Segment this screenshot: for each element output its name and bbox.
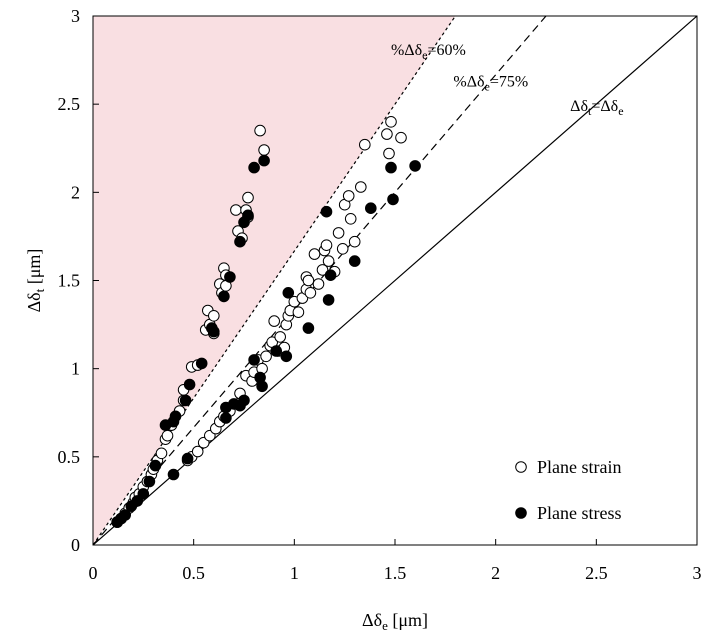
plane-strain-point-14 bbox=[162, 430, 173, 441]
plane-strain-point-35 bbox=[243, 192, 254, 203]
plane-strain-point-82 bbox=[343, 191, 354, 202]
plane-stress-point-16 bbox=[219, 291, 230, 302]
plane-stress-point-43 bbox=[388, 194, 399, 205]
plane-stress-point-36 bbox=[303, 323, 314, 334]
plane-strain-point-72 bbox=[309, 249, 320, 260]
reference-line-label-2: Δδt=Δδe bbox=[570, 98, 623, 118]
plane-stress-point-33 bbox=[271, 346, 282, 357]
plane-strain-point-90 bbox=[396, 132, 407, 143]
plane-strain-point-70 bbox=[303, 275, 314, 286]
plane-stress-point-30 bbox=[249, 355, 260, 366]
plane-stress-point-7 bbox=[150, 460, 161, 471]
plane-strain-point-76 bbox=[321, 240, 332, 251]
plane-stress-point-35 bbox=[283, 288, 294, 299]
x-tick-label-2: 1 bbox=[290, 563, 299, 583]
y-axis-title: Δδt [μm] bbox=[24, 249, 47, 313]
legend-label-1: Plane stress bbox=[537, 503, 622, 523]
plane-strain-point-80 bbox=[337, 244, 348, 255]
plane-stress-point-6 bbox=[144, 476, 155, 487]
plane-strain-point-25 bbox=[209, 311, 220, 322]
x-axis: 0 0.5 1 1.5 2 2.5 3 bbox=[89, 539, 702, 583]
plane-strain-point-86 bbox=[360, 139, 371, 150]
plane-stress-point-24 bbox=[182, 453, 193, 464]
y-tick-label-5: 2.5 bbox=[58, 94, 81, 114]
y-tick-label-4: 2 bbox=[71, 182, 80, 202]
plane-strain-point-83 bbox=[345, 214, 356, 225]
plane-stress-point-34 bbox=[281, 351, 292, 362]
plane-stress-point-37 bbox=[321, 206, 332, 217]
plane-stress-point-15 bbox=[209, 326, 220, 337]
legend-marker-1 bbox=[516, 508, 527, 519]
plane-stress-point-5 bbox=[138, 489, 149, 500]
x-tick-label-4: 2 bbox=[491, 563, 500, 583]
plane-stress-point-21 bbox=[249, 162, 260, 173]
line-annotations: %Δδe=60% %Δδe=75% Δδt=Δδe bbox=[391, 42, 624, 118]
plane-strain-point-12 bbox=[156, 448, 167, 459]
plane-strain-point-87 bbox=[382, 129, 393, 140]
y-tick-label-6: 3 bbox=[71, 6, 80, 26]
plane-strain-point-31 bbox=[231, 205, 242, 216]
plane-strain-point-71 bbox=[305, 288, 316, 299]
plane-strain-point-85 bbox=[356, 182, 367, 193]
y-tick-label-3: 1.5 bbox=[58, 271, 81, 291]
x-axis-title: Δδe [μm] bbox=[362, 610, 428, 633]
plane-stress-point-11 bbox=[180, 395, 191, 406]
plane-stress-point-20 bbox=[243, 210, 254, 221]
x-tick-label-1: 0.5 bbox=[182, 563, 205, 583]
plane-strain-point-73 bbox=[313, 279, 324, 290]
plane-strain-point-79 bbox=[333, 228, 344, 239]
plane-strain-point-77 bbox=[323, 256, 334, 267]
x-tick-label-3: 1.5 bbox=[384, 563, 407, 583]
plane-stress-point-42 bbox=[386, 162, 397, 173]
plane-stress-point-41 bbox=[366, 203, 377, 214]
reference-line-label-0: %Δδe=60% bbox=[391, 42, 466, 62]
plane-strain-point-55 bbox=[261, 351, 272, 362]
x-tick-label-5: 2.5 bbox=[585, 563, 608, 583]
x-tick-label-0: 0 bbox=[89, 563, 98, 583]
plane-stress-point-23 bbox=[168, 469, 179, 480]
plane-strain-point-88 bbox=[384, 148, 395, 159]
plane-stress-point-39 bbox=[325, 270, 336, 281]
x-tick-label-6: 3 bbox=[693, 563, 702, 583]
plane-stress-point-13 bbox=[196, 358, 207, 369]
legend: Plane strain Plane stress bbox=[516, 457, 622, 523]
plane-strain-point-60 bbox=[275, 332, 286, 343]
plane-stress-point-38 bbox=[323, 295, 334, 306]
y-tick-label-1: 0.5 bbox=[58, 447, 81, 467]
plane-stress-point-18 bbox=[235, 236, 246, 247]
plane-stress-point-40 bbox=[349, 256, 360, 267]
plane-stress-point-44 bbox=[410, 161, 421, 172]
plane-strain-point-66 bbox=[293, 307, 304, 318]
plane-stress-point-32 bbox=[257, 381, 268, 392]
plane-strain-point-37 bbox=[255, 125, 266, 136]
plane-strain-point-38 bbox=[259, 145, 270, 156]
plane-stress-point-12 bbox=[184, 379, 195, 390]
plane-stress-point-10 bbox=[170, 411, 181, 422]
legend-label-0: Plane strain bbox=[537, 457, 621, 477]
plane-stress-point-17 bbox=[225, 272, 236, 283]
legend-marker-0 bbox=[516, 462, 527, 473]
plane-stress-point-26 bbox=[221, 413, 232, 424]
plane-strain-point-84 bbox=[349, 236, 360, 247]
plane-stress-point-29 bbox=[239, 395, 250, 406]
y-tick-label-0: 0 bbox=[71, 535, 80, 555]
y-tick-label-2: 1 bbox=[71, 359, 80, 379]
plane-strain-point-89 bbox=[386, 117, 397, 128]
plane-strain-point-58 bbox=[269, 316, 280, 327]
plane-stress-point-22 bbox=[259, 155, 270, 166]
reference-line-label-1: %Δδe=75% bbox=[453, 74, 528, 94]
